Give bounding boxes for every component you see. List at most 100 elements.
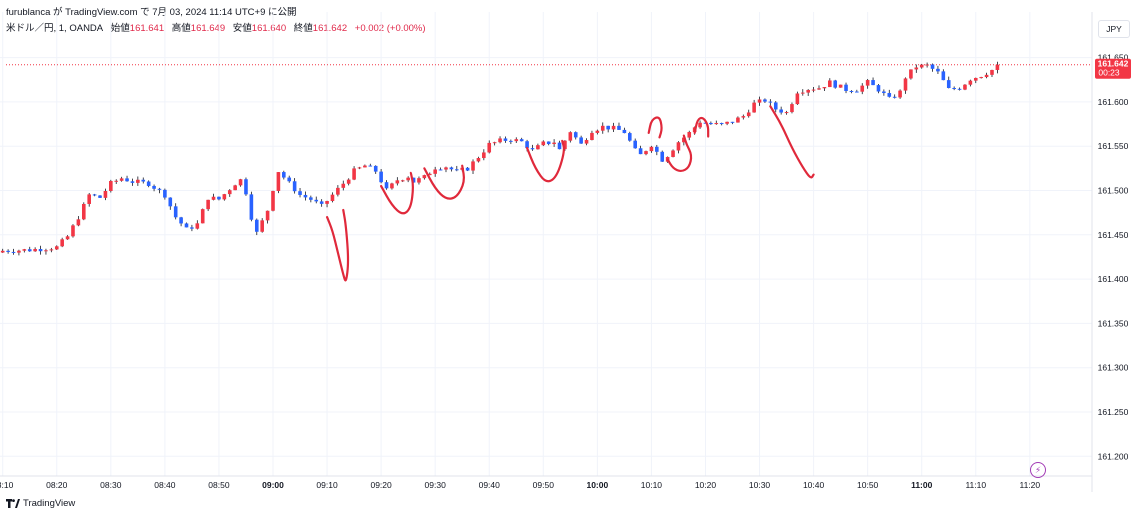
candle xyxy=(946,76,951,89)
candle xyxy=(92,193,97,197)
candle xyxy=(957,87,962,91)
candle xyxy=(465,167,470,172)
candle xyxy=(925,62,929,68)
candle xyxy=(287,175,292,183)
x-tick-label: 10:40 xyxy=(803,480,825,490)
x-tick-label: 10:30 xyxy=(749,480,771,490)
candle xyxy=(838,84,843,88)
annotation-stroke xyxy=(666,134,693,173)
candle xyxy=(87,192,91,207)
candle xyxy=(590,130,594,141)
x-tick-label: 09:30 xyxy=(425,480,447,490)
low-label: 安値 xyxy=(232,23,252,34)
candle xyxy=(541,140,546,147)
candle xyxy=(968,79,973,87)
candle xyxy=(741,114,746,120)
candle xyxy=(941,69,946,81)
candle xyxy=(936,65,940,75)
y-tick-label: 161.350 xyxy=(1098,318,1129,328)
candle xyxy=(109,179,113,193)
candle xyxy=(65,235,70,240)
candle xyxy=(860,83,865,95)
candle xyxy=(38,245,43,255)
y-tick-label: 161.550 xyxy=(1098,141,1129,151)
time-axis[interactable]: 08:10 08:20 08:30 08:40 08:50 09:00 09:10 09:20… xyxy=(0,480,1040,490)
candle xyxy=(368,163,373,167)
candle xyxy=(995,61,1000,74)
candle xyxy=(779,106,783,115)
candle xyxy=(44,248,48,255)
candle xyxy=(903,77,908,94)
y-tick-label: 161.250 xyxy=(1098,407,1129,417)
candle xyxy=(54,245,59,250)
candle xyxy=(60,237,64,248)
candle xyxy=(265,210,270,224)
candle xyxy=(990,69,994,77)
candle xyxy=(595,129,600,135)
candle xyxy=(492,141,497,146)
candle xyxy=(849,90,854,94)
candle xyxy=(671,149,675,158)
annotation-stroke xyxy=(769,105,815,179)
candle xyxy=(584,138,589,146)
candle xyxy=(655,144,659,156)
candle xyxy=(179,216,183,227)
candle xyxy=(346,178,351,186)
annotation-stroke xyxy=(325,208,350,282)
candle xyxy=(114,179,119,184)
candle xyxy=(309,195,313,203)
candle xyxy=(633,138,637,149)
candle xyxy=(384,180,389,190)
price-axis[interactable]: 161.650 161.600 161.550 161.500 161.450 161.4… xyxy=(1098,53,1129,462)
candle xyxy=(455,165,459,172)
candle xyxy=(984,72,989,79)
candle xyxy=(622,127,627,134)
candle xyxy=(449,166,454,172)
candle xyxy=(638,145,643,155)
candle xyxy=(244,177,248,196)
y-tick-label: 161.600 xyxy=(1098,97,1129,107)
candle xyxy=(400,179,405,183)
candle xyxy=(395,177,400,186)
candle xyxy=(49,247,54,253)
candle xyxy=(260,218,264,233)
candle xyxy=(71,224,75,238)
currency-button[interactable]: JPY xyxy=(1098,20,1130,38)
publisher-line: furublanca が TradingView.com で 7月 03, 20… xyxy=(6,7,297,18)
symbol-line[interactable]: 米ドル／円, 1, OANDA xyxy=(6,23,104,34)
candle xyxy=(81,202,86,221)
candle xyxy=(914,64,919,73)
candle xyxy=(573,131,578,140)
x-tick-label: 10:10 xyxy=(641,480,663,490)
candle xyxy=(22,248,27,253)
candle xyxy=(438,167,443,171)
candle xyxy=(503,136,508,143)
candle xyxy=(784,110,789,115)
candle xyxy=(390,182,394,190)
price-badge: 161.642 00:23 xyxy=(1095,58,1131,79)
candle xyxy=(627,131,632,142)
candle xyxy=(319,199,324,207)
candle xyxy=(173,203,178,220)
candle xyxy=(422,174,427,180)
candle xyxy=(557,140,562,150)
candle xyxy=(152,184,156,192)
candle xyxy=(811,87,816,93)
y-tick-label: 161.400 xyxy=(1098,274,1129,284)
lightning-icon[interactable]: ⚡ xyxy=(1030,462,1046,478)
candle xyxy=(817,85,821,90)
candle xyxy=(103,188,108,201)
candle xyxy=(352,166,356,181)
candle xyxy=(406,176,410,183)
candle xyxy=(806,89,810,96)
candle xyxy=(157,187,162,194)
candle xyxy=(227,189,232,197)
candle xyxy=(195,220,200,230)
annotation-stroke xyxy=(693,116,710,138)
candle xyxy=(746,109,751,118)
candle xyxy=(17,249,21,256)
candle xyxy=(125,175,129,182)
candle xyxy=(27,246,32,252)
x-tick-label: 10:50 xyxy=(857,480,879,490)
